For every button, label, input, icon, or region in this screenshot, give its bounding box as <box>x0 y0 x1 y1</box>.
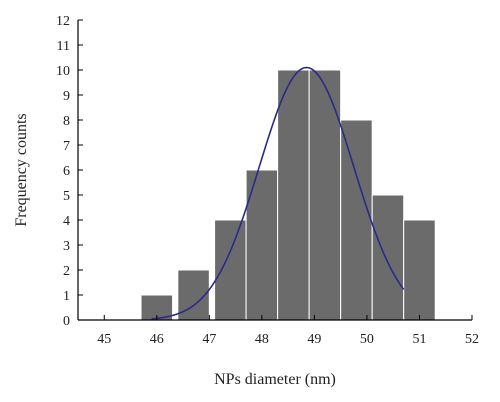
y-tick-label: 5 <box>63 189 70 204</box>
x-tick-label: 50 <box>360 332 374 347</box>
y-tick-label: 11 <box>57 39 70 54</box>
x-tick-label: 47 <box>202 332 216 347</box>
y-tick-label: 12 <box>56 14 70 29</box>
x-tick-label: 49 <box>307 332 321 347</box>
y-tick-label: 10 <box>56 64 70 79</box>
y-tick-label: 2 <box>63 264 70 279</box>
histogram-bar <box>245 169 279 321</box>
histogram-bar <box>214 219 247 321</box>
histogram-bar <box>403 219 436 321</box>
histogram-bar <box>277 69 310 321</box>
y-tick-label: 1 <box>63 289 70 304</box>
y-tick-label: 4 <box>63 214 70 229</box>
histogram-bar <box>371 194 405 321</box>
y-tick-label: 6 <box>63 164 70 179</box>
y-tick-label: 7 <box>63 139 70 154</box>
x-axis-title: NPs diameter (nm) <box>214 371 336 388</box>
gaussian-fit-curve <box>151 66 405 320</box>
histogram-bar <box>308 69 342 321</box>
x-tick-label: 45 <box>97 332 111 347</box>
x-tick-label: 52 <box>465 332 479 347</box>
y-tick-label: 8 <box>63 114 70 129</box>
y-tick-label: 9 <box>63 89 70 104</box>
x-tick-label: 51 <box>412 332 426 347</box>
histogram-bar <box>340 119 373 321</box>
x-tick-label: 48 <box>255 332 269 347</box>
x-tick-label: 46 <box>150 332 164 347</box>
y-axis-title: Frequency counts <box>13 113 30 226</box>
y-tick-label: 3 <box>63 239 70 254</box>
y-tick-label: 0 <box>63 314 70 329</box>
